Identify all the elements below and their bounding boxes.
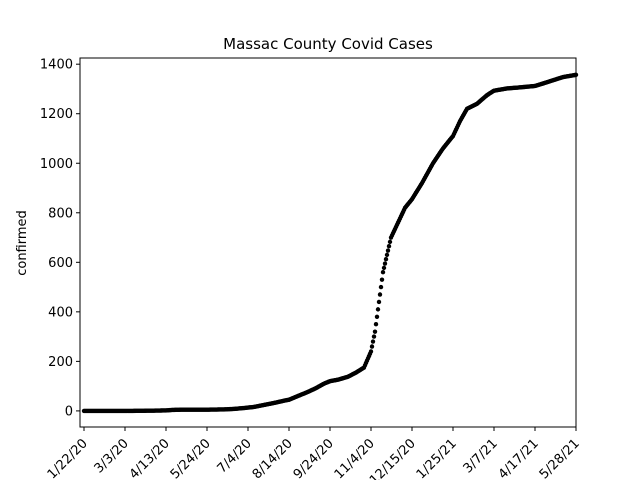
chart-title: Massac County Covid Cases: [223, 35, 433, 53]
x-tick-label: 1/22/20: [45, 436, 91, 480]
data-point: [373, 322, 379, 327]
data-point: [375, 307, 381, 312]
y-tick-label: 600: [48, 256, 73, 271]
data-point: [368, 349, 374, 354]
y-tick-label: 200: [48, 355, 73, 370]
x-tick-label: 12/15/20: [367, 436, 419, 480]
y-tick-label: 0: [65, 404, 73, 419]
x-tick-label: 1/25/21: [414, 436, 460, 480]
data-point: [384, 252, 390, 258]
x-tick-label: 4/17/21: [496, 436, 542, 480]
data-point: [380, 270, 386, 275]
data-point: [374, 314, 380, 319]
x-tick-label: 5/24/20: [168, 436, 214, 480]
x-axis: 1/22/20 3/3/204/13/205/24/20 7/4/208/14/20…: [45, 427, 583, 480]
data-point: [573, 72, 579, 78]
x-tick-label: 9/24/20: [291, 436, 337, 480]
x-tick-label: 3/7/21: [461, 436, 501, 476]
data-point: [372, 329, 378, 334]
data-point: [382, 261, 388, 266]
data-point: [377, 292, 383, 297]
data-points: [81, 72, 579, 414]
x-tick-label: 7/4/20: [215, 436, 255, 476]
y-tick-label: 800: [48, 206, 73, 221]
plot-area: [79, 57, 577, 428]
y-tick-label: 400: [48, 305, 73, 320]
y-axis: 0 200 400 600 800 1000 1200 1400: [40, 58, 80, 419]
x-tick-label: 3/3/20: [92, 436, 132, 476]
data-point: [387, 239, 393, 245]
y-axis-label: confirmed: [15, 210, 30, 276]
data-point: [370, 339, 376, 344]
data-point: [383, 257, 389, 262]
x-tick-label: 5/28/21: [537, 436, 583, 480]
data-point: [371, 334, 377, 339]
x-tick-label: 8/14/20: [250, 436, 296, 480]
data-point: [379, 277, 385, 282]
data-point: [385, 248, 391, 253]
data-point: [381, 265, 387, 271]
y-tick-label: 1000: [40, 157, 73, 172]
x-tick-label: 4/13/20: [127, 436, 173, 480]
data-point: [369, 344, 375, 349]
y-tick-label: 1400: [40, 58, 73, 73]
data-point: [386, 244, 392, 249]
data-point: [378, 284, 384, 290]
y-tick-label: 1200: [40, 107, 73, 122]
data-point: [376, 299, 382, 305]
